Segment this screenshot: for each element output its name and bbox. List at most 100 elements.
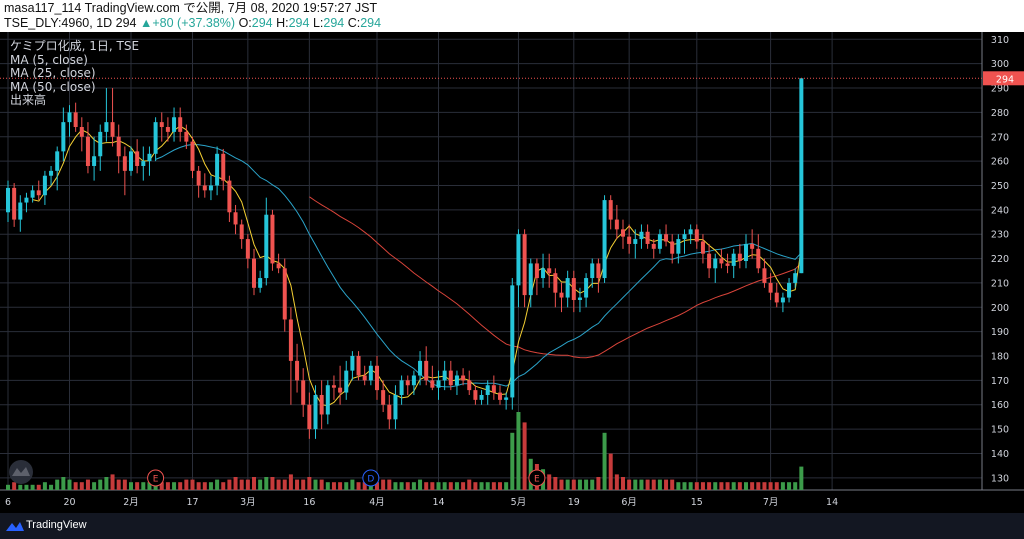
candle-body <box>79 127 84 137</box>
candle-body <box>719 258 724 264</box>
volume-bar <box>614 474 619 490</box>
time-tick-label: 5月 <box>511 497 527 508</box>
candle-body <box>547 268 552 274</box>
ohlc-low-value: 294 <box>323 16 345 30</box>
symbol-line: TSE_DLY:4960, 1D 294 ▲+80 (+37.38%) O:29… <box>4 16 381 31</box>
volume-bar <box>67 479 72 490</box>
candle-body <box>750 243 755 249</box>
candle-body <box>467 380 472 391</box>
volume-bar <box>381 479 386 490</box>
volume-bar <box>338 482 343 490</box>
candle-body <box>153 122 158 154</box>
volume-bar <box>676 482 681 490</box>
chart-legend: ケミプロ化成, 1日, TSE MA (5, close) MA (25, cl… <box>10 39 139 108</box>
candle-body <box>381 390 386 405</box>
volume-bar <box>762 482 767 490</box>
volume-bar <box>276 479 281 490</box>
volume-bar <box>190 479 195 490</box>
volume-bar <box>461 482 466 490</box>
candle-body <box>590 263 595 279</box>
ohlc-high-value: 294 <box>288 16 310 30</box>
candle-body <box>541 268 546 279</box>
volume-bar <box>491 482 496 490</box>
volume-bar <box>55 479 60 490</box>
earnings-marker <box>147 469 165 487</box>
candle-body <box>596 263 601 279</box>
candle-body <box>405 380 410 386</box>
candle-body <box>362 375 367 381</box>
time-tick-label: 14 <box>826 497 838 508</box>
volume-bar <box>79 482 84 490</box>
volume-bar <box>602 432 607 490</box>
candle-body <box>141 161 146 166</box>
candle-body <box>799 78 804 274</box>
earnings-marker <box>528 469 546 487</box>
volume-bar <box>184 479 189 490</box>
candle-body <box>135 151 140 166</box>
time-tick-label: 2月 <box>123 497 139 508</box>
volume-bar <box>744 482 748 490</box>
time-axis[interactable]: 6 20 2月 17 3月 16 4月 14 5月 19 6月 15 7月 14 <box>5 497 838 508</box>
candle-body <box>258 278 263 288</box>
volume-bar <box>165 482 170 490</box>
candle-body <box>85 136 90 166</box>
candle-body <box>559 292 564 298</box>
volume-bar <box>522 422 527 490</box>
price-axis[interactable]: 130 140 150 160 170 180 190 200 210 220 230 240 250 2… <box>991 35 1009 485</box>
volume-bar <box>670 479 675 490</box>
volume-bar <box>700 482 705 490</box>
price-tick-label: 160 <box>991 400 1009 411</box>
volume-bar <box>42 482 47 490</box>
volume-bar <box>375 482 379 490</box>
candle-body <box>651 243 656 249</box>
candle-body <box>6 187 10 213</box>
candle-body <box>252 258 256 288</box>
volume-bar <box>713 482 718 490</box>
candle-body <box>553 273 558 293</box>
candle-body <box>584 278 589 298</box>
candle-body <box>221 153 226 181</box>
volume-bar <box>350 479 355 490</box>
price-tick-label: 190 <box>991 327 1009 338</box>
candle-body <box>436 380 441 388</box>
candle-body <box>621 229 625 237</box>
volume-bar <box>362 482 367 490</box>
volume-bar <box>448 482 453 490</box>
candle-body <box>172 117 177 132</box>
candle-body <box>627 236 632 244</box>
volume-bar <box>245 479 250 490</box>
volume-bar <box>651 479 656 490</box>
candle-body <box>393 394 398 420</box>
volume-bar <box>405 482 410 490</box>
volume-bar <box>645 479 650 490</box>
candle-body <box>473 390 478 400</box>
candle-body <box>12 187 17 220</box>
volume-bar <box>799 466 804 490</box>
brand-name: TradingView <box>26 519 87 531</box>
volume-bar <box>252 477 256 490</box>
candle-body <box>110 122 115 137</box>
candle-body <box>411 375 416 386</box>
volume-bar <box>129 482 133 490</box>
price-chart[interactable]: E D E 130 140 150 160 170 180 190 200 210 220 230 240… <box>0 32 1024 513</box>
candle-body <box>165 127 170 132</box>
price-tick-label: 220 <box>991 254 1009 265</box>
volume-bar <box>596 477 601 490</box>
volume-bar <box>356 482 361 490</box>
candle-body <box>159 122 164 128</box>
candle-body <box>245 239 250 259</box>
time-tick-label: 16 <box>303 497 315 508</box>
volume-bar <box>49 484 54 490</box>
candle-body <box>491 385 496 393</box>
volume-bar <box>208 482 213 490</box>
candle-body <box>399 380 404 395</box>
price-tick-label: 270 <box>991 132 1009 143</box>
candle-body <box>602 200 607 279</box>
volume-bar <box>504 482 509 490</box>
volume-bar <box>467 479 472 490</box>
volume-bar <box>282 479 287 490</box>
volume-bar <box>565 479 570 490</box>
price-tick-label: 210 <box>991 278 1009 289</box>
price-tick-label: 310 <box>991 35 1009 46</box>
